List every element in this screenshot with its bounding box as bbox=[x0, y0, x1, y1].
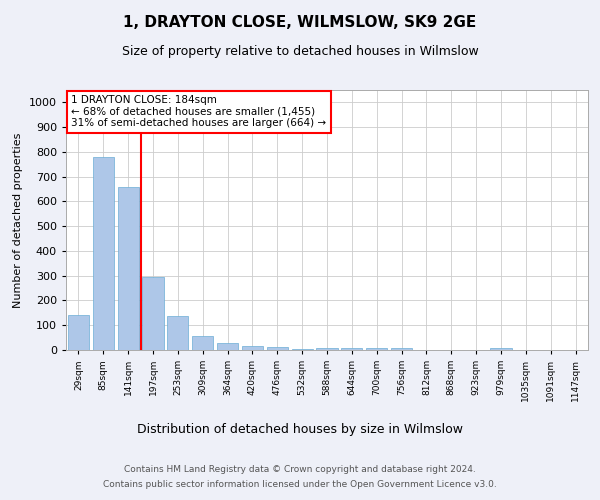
Text: Contains HM Land Registry data © Crown copyright and database right 2024.: Contains HM Land Registry data © Crown c… bbox=[124, 465, 476, 474]
Bar bbox=[68, 316, 89, 350]
Bar bbox=[118, 186, 139, 350]
Bar bbox=[192, 336, 213, 350]
Text: Size of property relative to detached houses in Wilmslow: Size of property relative to detached ho… bbox=[122, 45, 478, 58]
Bar bbox=[242, 346, 263, 350]
Bar bbox=[267, 347, 288, 350]
Bar bbox=[217, 343, 238, 350]
Bar bbox=[341, 348, 362, 350]
Bar bbox=[93, 158, 114, 350]
Bar bbox=[292, 349, 313, 350]
Bar bbox=[391, 348, 412, 350]
Bar bbox=[142, 277, 164, 350]
Y-axis label: Number of detached properties: Number of detached properties bbox=[13, 132, 23, 308]
Bar bbox=[366, 348, 387, 350]
Text: Contains public sector information licensed under the Open Government Licence v3: Contains public sector information licen… bbox=[103, 480, 497, 489]
Bar bbox=[167, 316, 188, 350]
Text: 1 DRAYTON CLOSE: 184sqm
← 68% of detached houses are smaller (1,455)
31% of semi: 1 DRAYTON CLOSE: 184sqm ← 68% of detache… bbox=[71, 95, 326, 128]
Text: Distribution of detached houses by size in Wilmslow: Distribution of detached houses by size … bbox=[137, 422, 463, 436]
Text: 1, DRAYTON CLOSE, WILMSLOW, SK9 2GE: 1, DRAYTON CLOSE, WILMSLOW, SK9 2GE bbox=[124, 15, 476, 30]
Bar bbox=[490, 348, 512, 350]
Bar bbox=[316, 348, 338, 350]
